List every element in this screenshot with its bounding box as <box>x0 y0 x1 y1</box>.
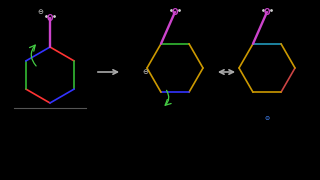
Text: O: O <box>264 8 270 17</box>
Text: ⊖: ⊖ <box>142 69 148 75</box>
Text: ⊖: ⊖ <box>264 116 270 120</box>
Text: O: O <box>172 8 178 17</box>
Text: ⊖: ⊖ <box>37 9 43 15</box>
Text: O: O <box>47 14 53 22</box>
